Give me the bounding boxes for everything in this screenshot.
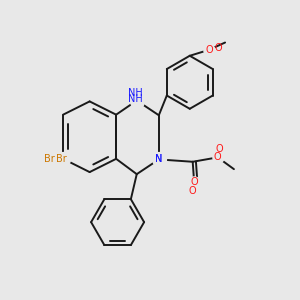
Text: O: O xyxy=(214,152,221,162)
Text: O: O xyxy=(214,44,222,53)
Text: O: O xyxy=(189,186,196,196)
Text: Br: Br xyxy=(56,154,67,164)
Text: NH: NH xyxy=(128,88,143,98)
Text: O: O xyxy=(215,143,223,154)
Text: N: N xyxy=(155,154,163,164)
Text: Br: Br xyxy=(44,154,54,164)
Text: O: O xyxy=(205,45,213,55)
Text: N: N xyxy=(155,154,163,164)
Text: NH: NH xyxy=(128,94,143,104)
Text: O: O xyxy=(190,177,198,188)
